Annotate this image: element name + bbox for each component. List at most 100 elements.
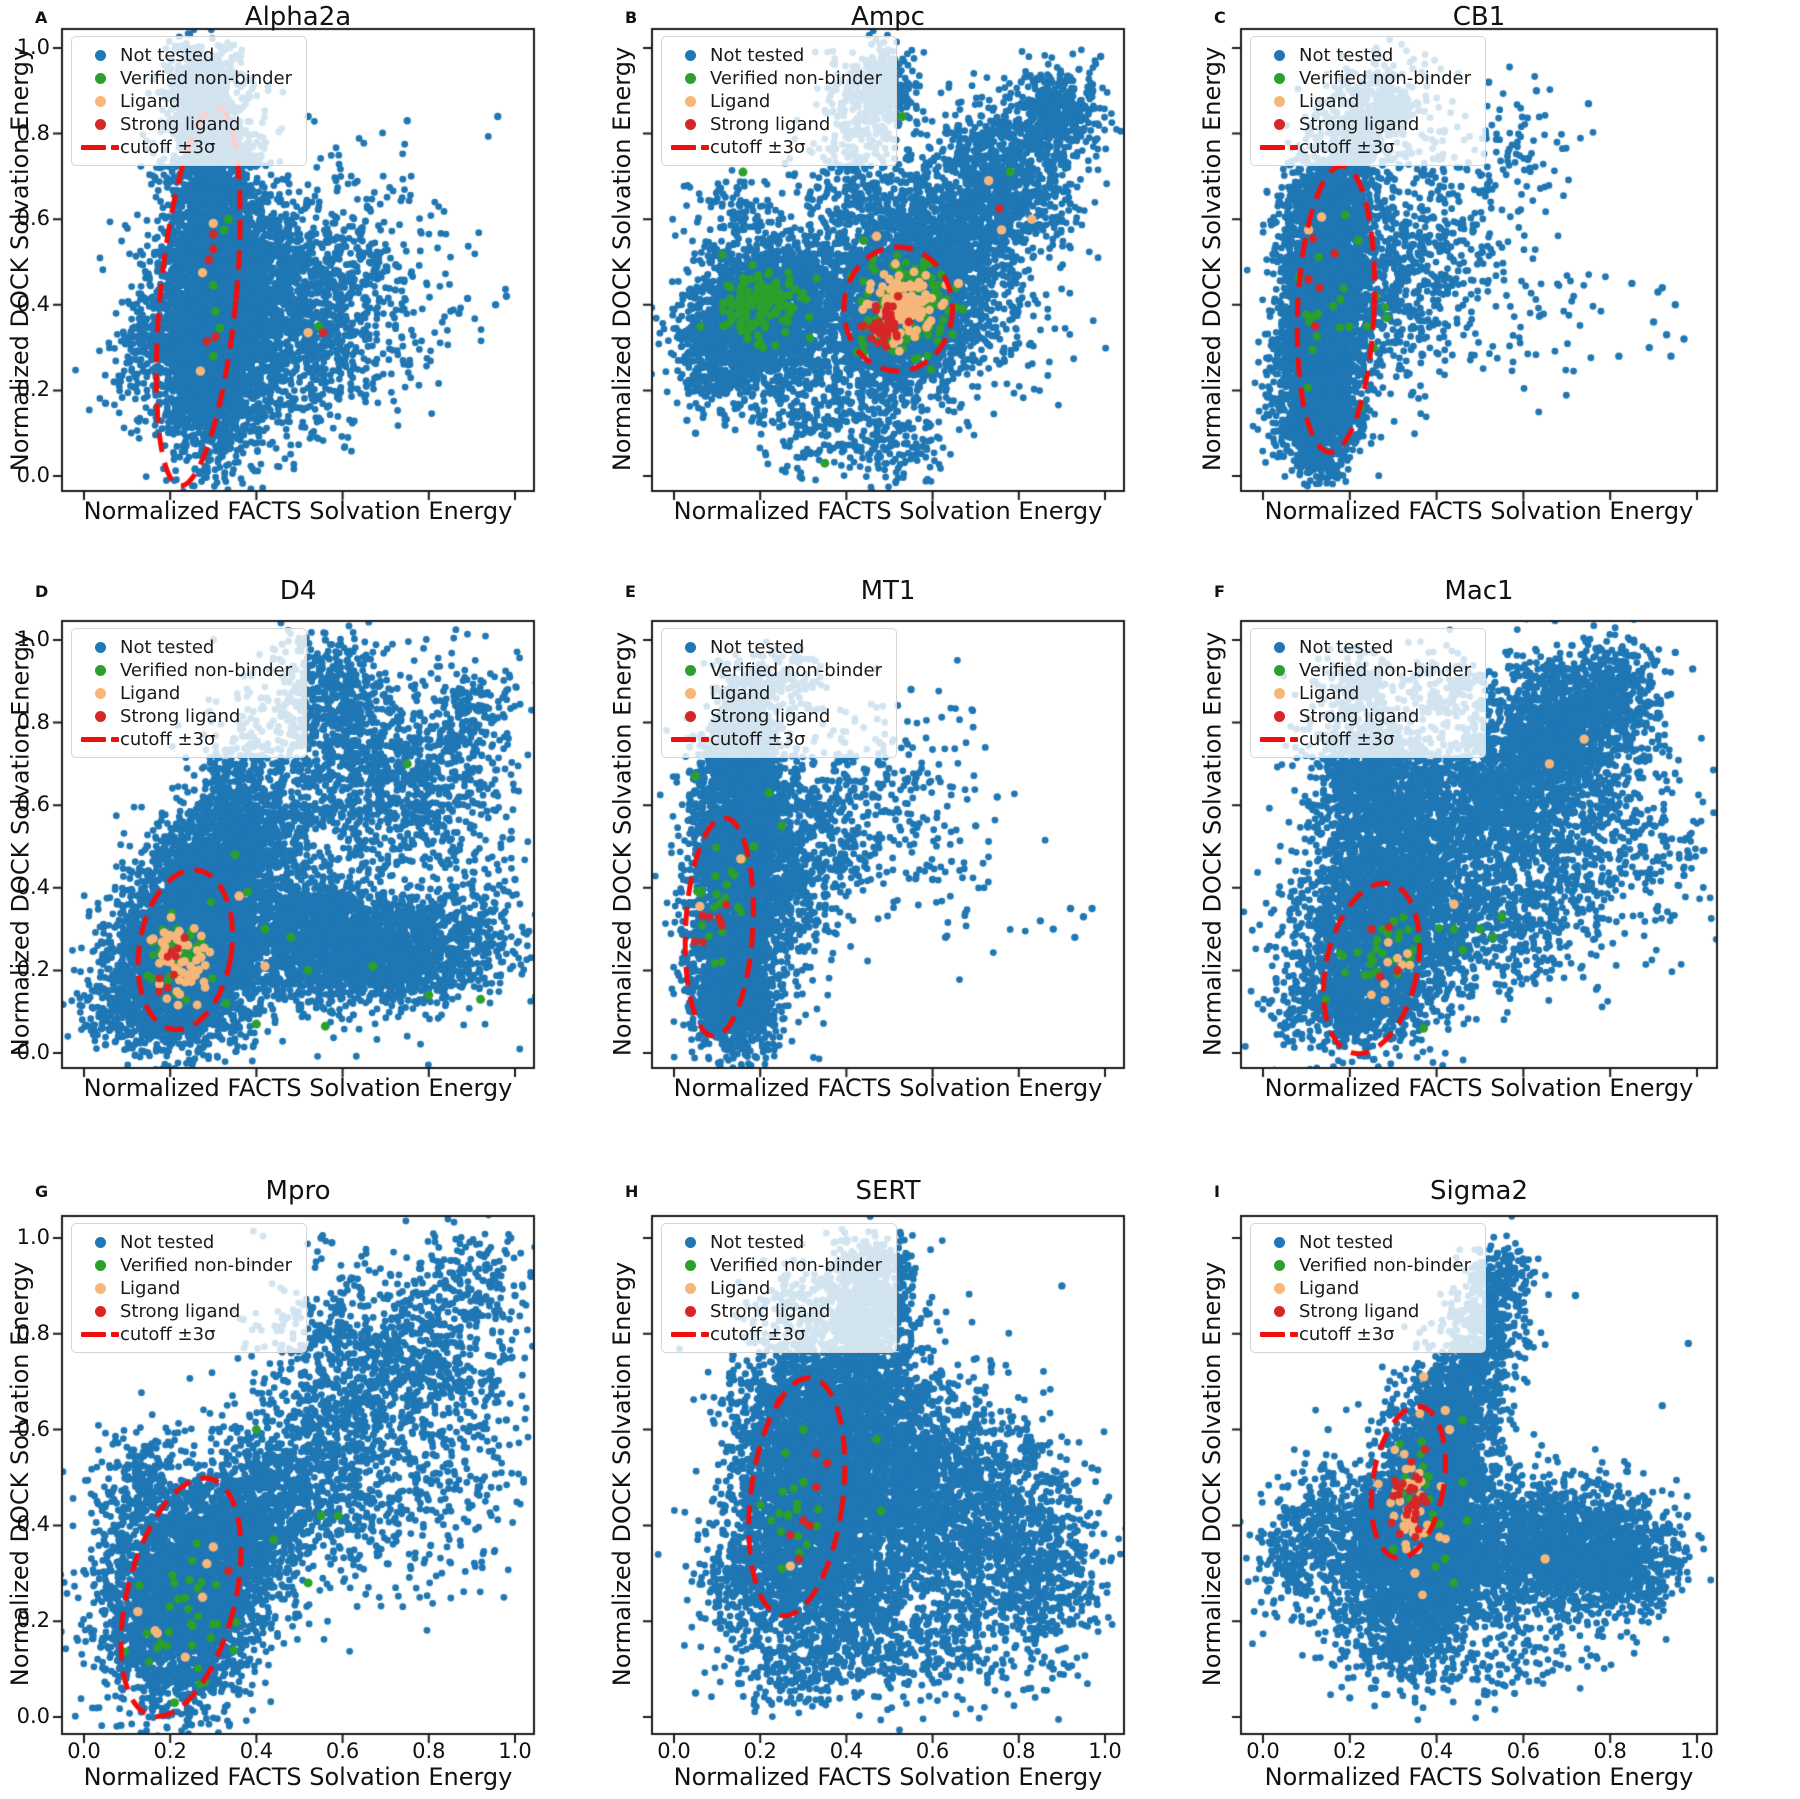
y-tick-label: 0.4 [16,1512,50,1537]
y-axis-label: Normalized DOCK Solvation Energy [1198,46,1226,472]
x-axis-label: Normalized FACTS Solvation Energy [1264,1074,1694,1102]
legend-label: Verified non-binder [1299,1254,1472,1276]
not-tested-marker-icon [670,1236,710,1248]
y-tick-label: 0.8 [16,120,50,145]
legend-item-not-tested: Not tested [1259,1231,1471,1253]
legend: Not tested Verified non-binder Ligand Stron… [661,1223,898,1353]
verified-non-binder-marker-icon [670,664,710,676]
legend-label: Verified non-binder [120,659,293,681]
strong-ligand-marker-icon [670,1305,710,1317]
x-axis-label: Normalized FACTS Solvation Energy [1264,1763,1694,1791]
y-axis-label: Normalized DOCK Solvation Energy [6,631,34,1056]
legend-item-strong-ligand: Strong ligand [80,1300,292,1322]
legend-item-not-tested: Not tested [80,1231,292,1253]
legend-item-ligand: Ligand [670,90,882,112]
legend-item-verified-non-binder: Verified non-binder [670,67,882,89]
x-tick-label: 0.0 [657,1739,691,1763]
legend-label: Verified non-binder [1299,659,1472,681]
legend-item-cutoff: cutoff ±3σ [670,1323,882,1345]
legend-label: Verified non-binder [1299,67,1472,89]
legend-item-strong-ligand: Strong ligand [670,705,882,727]
panel-letter: F [1214,582,1225,601]
legend-item-cutoff: cutoff ±3σ [1259,136,1471,158]
legend: Not tested Verified non-binder Ligand Stron… [71,1223,308,1353]
y-tick-label: 0.4 [16,291,50,316]
ligand-marker-icon [670,1282,710,1294]
x-axis-label: Normalized FACTS Solvation Energy [673,497,1103,525]
x-tick-label: 0.4 [239,1739,274,1763]
legend-item-strong-ligand: Strong ligand [80,113,292,135]
x-axis-label: Normalized FACTS Solvation Energy [83,1074,513,1102]
panel-title: Mpro [265,1176,331,1206]
not-tested-marker-icon [80,49,120,61]
x-tick-label: 0.2 [743,1739,777,1763]
legend-label: cutoff ±3σ [1299,1323,1395,1345]
not-tested-marker-icon [670,641,710,653]
panel-title: Sigma2 [1429,1176,1529,1206]
legend-label: Ligand [120,1277,181,1299]
cutoff-dash-icon [80,144,120,150]
panel-title: MT1 [860,576,916,606]
not-tested-marker-icon [1259,49,1299,61]
legend-item-ligand: Ligand [1259,682,1471,704]
legend-label: cutoff ±3σ [710,1323,806,1345]
legend-label: Not tested [710,44,805,66]
legend-item-cutoff: cutoff ±3σ [80,728,292,750]
legend-item-not-tested: Not tested [1259,636,1471,658]
x-tick-label: 0.0 [67,1739,101,1763]
legend-label: Strong ligand [1299,1300,1420,1322]
ligand-marker-icon [80,95,120,107]
legend-item-strong-ligand: Strong ligand [1259,1300,1471,1322]
y-tick-label: 0.0 [16,1704,50,1728]
legend-label: cutoff ±3σ [120,136,216,158]
legend-item-not-tested: Not tested [80,44,292,66]
legend-item-ligand: Ligand [80,682,292,704]
legend-label: cutoff ±3σ [1299,728,1395,750]
legend-label: Ligand [710,90,771,112]
legend-item-cutoff: cutoff ±3σ [1259,1323,1471,1345]
legend-label: Not tested [1299,1231,1394,1253]
legend-item-cutoff: cutoff ±3σ [80,1323,292,1345]
legend-label: Not tested [120,636,215,658]
x-tick-label: 0.6 [1506,1739,1541,1763]
ligand-marker-icon [80,1282,120,1294]
y-axis-label: Normalized DOCK Solvation Energy [6,46,34,472]
legend-item-cutoff: cutoff ±3σ [1259,728,1471,750]
strong-ligand-marker-icon [670,118,710,130]
x-tick-label: 0.2 [153,1739,187,1763]
legend-label: cutoff ±3σ [710,728,806,750]
not-tested-marker-icon [80,641,120,653]
legend-item-ligand: Ligand [80,1277,292,1299]
panel-letter: C [1214,8,1226,27]
legend-item-verified-non-binder: Verified non-binder [80,1254,292,1276]
y-tick-label: 0.4 [16,874,50,899]
x-axis-label: Normalized FACTS Solvation Energy [1264,497,1694,525]
legend-item-strong-ligand: Strong ligand [80,705,292,727]
legend-item-ligand: Ligand [670,1277,882,1299]
y-tick-label: 0.8 [16,1320,50,1345]
legend: Not tested Verified non-binder Ligand Stron… [1250,628,1487,758]
legend-item-cutoff: cutoff ±3σ [80,136,292,158]
x-axis-label: Normalized FACTS Solvation Energy [83,497,513,525]
legend-label: Verified non-binder [710,67,883,89]
cutoff-dash-icon [670,1331,710,1337]
legend-label: Ligand [710,682,771,704]
legend-item-strong-ligand: Strong ligand [1259,705,1471,727]
legend-label: cutoff ±3σ [120,728,216,750]
legend-label: Ligand [120,682,181,704]
cutoff-dash-icon [1259,736,1299,742]
legend-item-not-tested: Not tested [670,1231,882,1253]
legend-item-verified-non-binder: Verified non-binder [1259,67,1471,89]
legend-item-not-tested: Not tested [670,636,882,658]
strong-ligand-marker-icon [80,1305,120,1317]
legend-item-ligand: Ligand [1259,1277,1471,1299]
ligand-marker-icon [670,687,710,699]
legend-label: Strong ligand [120,1300,241,1322]
x-axis-label: Normalized FACTS Solvation Energy [83,1763,513,1791]
strong-ligand-marker-icon [80,710,120,722]
legend-item-not-tested: Not tested [80,636,292,658]
legend-item-cutoff: cutoff ±3σ [670,728,882,750]
legend-item-cutoff: cutoff ±3σ [670,136,882,158]
ligand-marker-icon [670,95,710,107]
y-axis-label: Normalized DOCK Solvation Energy [608,631,636,1056]
